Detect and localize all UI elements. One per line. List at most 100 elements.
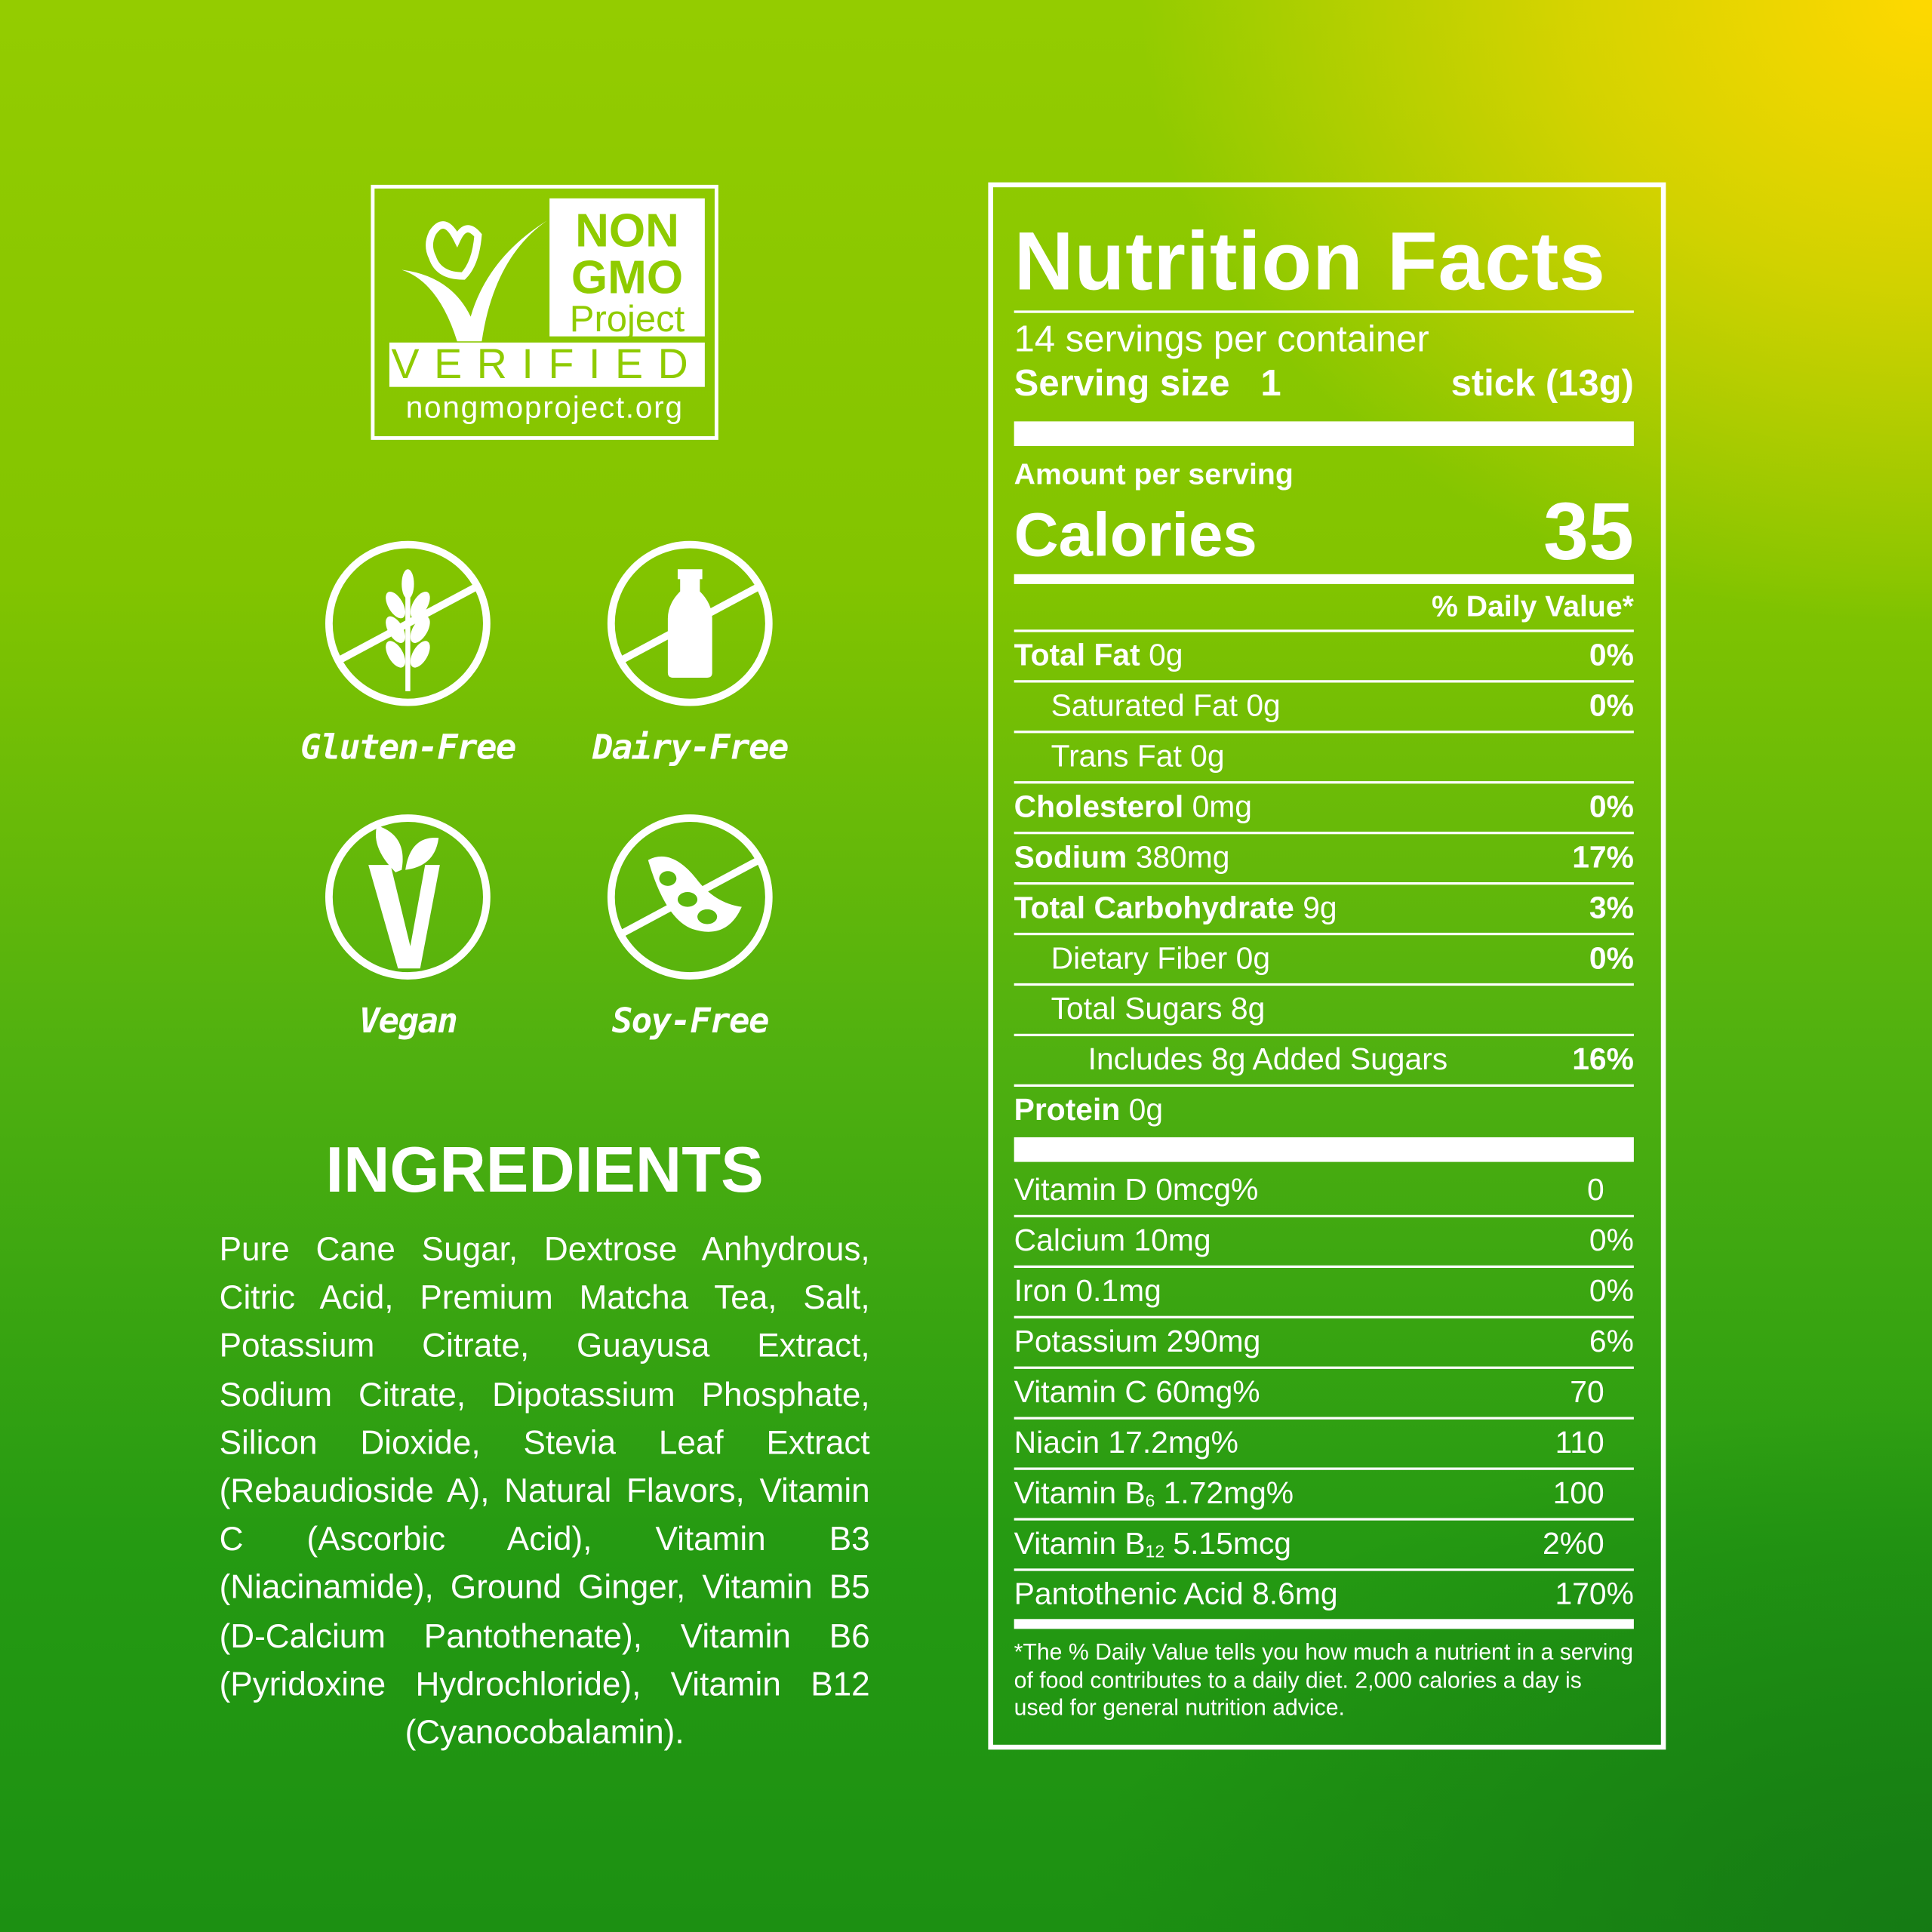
vitamin-daily-value: 2%0 [1543, 1526, 1604, 1561]
badge-dairy-free: Dairy-Free [567, 537, 814, 768]
nutrient-row: Total Sugars 8g [1014, 986, 1634, 1037]
nutrient-name: Sodium [1014, 840, 1128, 875]
vitamin-label-part: 1.72mg% [1155, 1475, 1294, 1511]
vitamin-row: Vitamin B6 1.72mg% 100 [1014, 1470, 1634, 1521]
vitamin-label: Iron 0.1mg [1014, 1274, 1161, 1309]
serving-size-label: Serving size [1014, 363, 1230, 405]
daily-value-footnote: *The % Daily Value tells you how much a … [1014, 1638, 1634, 1721]
vitamin-label-part: Vitamin B [1014, 1475, 1146, 1511]
vitamin-daily-value: 0 [1587, 1173, 1604, 1208]
nutrient-daily-value: 17% [1572, 840, 1634, 875]
serving-size-qty: 1 [1260, 363, 1281, 405]
logo-url: nongmoproject.org [405, 390, 684, 426]
nutrient-name: Trans Fat [1051, 739, 1182, 774]
nutrient-name: Total Carbohydrate [1014, 891, 1294, 926]
badge-label: Dairy-Free [592, 727, 789, 768]
nutrient-amount: 8g [1230, 992, 1266, 1026]
badge-label: Gluten-Free [300, 727, 516, 768]
nutrient-row: Protein 0g [1014, 1087, 1634, 1135]
vitamin-label: Vitamin B12 5.15mcg [1014, 1521, 1291, 1569]
thick-divider [1014, 421, 1634, 447]
vitamin-label-part: 5.15mcg [1164, 1526, 1291, 1561]
nutrient-daily-value: 16% [1572, 1042, 1634, 1077]
vitamin-row: Iron 0.1mg 0% [1014, 1268, 1634, 1318]
serving-size-value: stick (13g) [1451, 363, 1634, 405]
vitamin-row: Vitamin B12 5.15mcg 2%0 [1014, 1521, 1634, 1571]
vitamin-daily-value: 170% [1555, 1577, 1634, 1612]
amount-per-serving: Amount per serving [1014, 458, 1294, 492]
logo-gmo: GMO [571, 252, 684, 305]
vitamin-label-part: Vitamin B [1014, 1526, 1146, 1561]
nutrient-row: Sodium 380mg 17% [1014, 834, 1634, 885]
vegan-leaf-icon [325, 814, 491, 980]
nutrient-daily-value: 0% [1589, 941, 1634, 977]
thick-divider [1014, 1137, 1634, 1162]
nutrient-name: Dietary Fiber [1051, 941, 1228, 977]
nutrient-daily-value: 0% [1589, 638, 1634, 673]
logo-non: NON [575, 205, 679, 258]
nutrient-amount: 0g [1190, 739, 1225, 774]
vitamin-row: Vitamin D 0mcg% 0 [1014, 1167, 1634, 1218]
nutrient-row: Dietary Fiber 0g 0% [1014, 935, 1634, 986]
nutrient-row: Saturated Fat 0g 0% [1014, 682, 1634, 734]
nutrient-name: Protein [1014, 1093, 1121, 1128]
nutrient-row: Includes 8g Added Sugars 16% [1014, 1036, 1634, 1087]
ingredients-list: Pure Cane Sugar, Dextrose Anhydrous, Cit… [219, 1231, 870, 1752]
medium-divider [1014, 1619, 1634, 1629]
logo-project: Project [569, 299, 685, 340]
vitamin-daily-value: 100 [1552, 1475, 1604, 1511]
medium-divider [1014, 574, 1634, 584]
vitamin-label: Pantothenic Acid 8.6mg [1014, 1577, 1338, 1612]
vitamin-row: Pantothenic Acid 8.6mg 170% [1014, 1571, 1634, 1620]
no-milk-bottle-icon [607, 540, 773, 706]
badge-label: Soy-Free [611, 1000, 770, 1041]
vitamin-row: Calcium 10mg 0% [1014, 1217, 1634, 1268]
vitamin-label: Niacin 17.2mg% [1014, 1425, 1238, 1460]
vitamin-label: Calcium 10mg [1014, 1223, 1211, 1258]
nutrient-amount: 9g [1303, 891, 1337, 926]
vitamin-row: Niacin 17.2mg% 110 [1014, 1420, 1634, 1470]
nutrient-name: Saturated Fat [1051, 688, 1238, 724]
nutrient-row: Cholesterol 0mg 0% [1014, 783, 1634, 835]
nutrient-name: Total Fat [1014, 638, 1140, 673]
nutrient-row: Trans Fat 0g [1014, 733, 1634, 784]
vitamin-label-part: 12 [1145, 1541, 1165, 1561]
nutrient-name: Cholesterol [1014, 789, 1184, 825]
nutrient-row: Total Carbohydrate 9g 3% [1014, 884, 1634, 936]
vitamin-daily-value: 0% [1589, 1274, 1634, 1309]
vitamin-daily-value: 110 [1555, 1425, 1604, 1460]
nutrient-amount: 0g [1128, 1093, 1164, 1128]
calories-label: Calories [1014, 500, 1257, 570]
servings-per-container: 14 servings per container [1014, 318, 1429, 360]
calories-value: 35 [1543, 485, 1634, 577]
badge-label: Vegan [358, 1000, 458, 1041]
vitamin-daily-value: 0% [1589, 1223, 1634, 1258]
daily-value-header: % Daily Value* [1014, 584, 1634, 632]
serving-size: Serving size 1 stick (13g) [1014, 362, 1634, 407]
nutrient-amount: 380mg [1135, 840, 1230, 875]
badge-gluten-free: Gluten-Free [285, 537, 531, 768]
vitamin-label: Vitamin D 0mcg% [1014, 1173, 1259, 1208]
nutrition-facts-panel: Nutrition Facts 14 servings per containe… [988, 182, 1666, 1750]
non-gmo-project-box: NON GMO Project [549, 198, 705, 340]
nutrient-row: Total Fat 0g 0% [1014, 632, 1634, 683]
vitamin-label: Vitamin B6 1.72mg% [1014, 1470, 1294, 1518]
butterfly-check-icon [401, 220, 547, 342]
vitamin-label: Potassium 290mg [1014, 1324, 1261, 1359]
calories-row: Calories 35 [1014, 485, 1634, 577]
no-soybean-icon [607, 814, 773, 980]
badge-soy-free: Soy-Free [567, 811, 814, 1041]
nutrient-amount: 0mg [1192, 789, 1252, 825]
nutrient-amount: 0g [1149, 638, 1183, 673]
nutrient-amount: 0g [1235, 941, 1271, 977]
nutrient-name: Total Sugars [1051, 992, 1223, 1026]
non-gmo-project-verified-logo: NON GMO Project VERIFIED nongmoproject.o… [371, 184, 718, 440]
nutrient-amount: 0g [1246, 688, 1281, 724]
badge-vegan: Vegan [285, 811, 531, 1041]
vitamin-row: Potassium 290mg 6% [1014, 1318, 1634, 1369]
vitamin-daily-value: 6% [1589, 1324, 1634, 1359]
vitamin-label: Vitamin C 60mg% [1014, 1375, 1260, 1410]
nutrient-name: Includes 8g Added Sugars [1088, 1042, 1448, 1077]
nutrition-title: Nutrition Facts [1014, 214, 1634, 313]
